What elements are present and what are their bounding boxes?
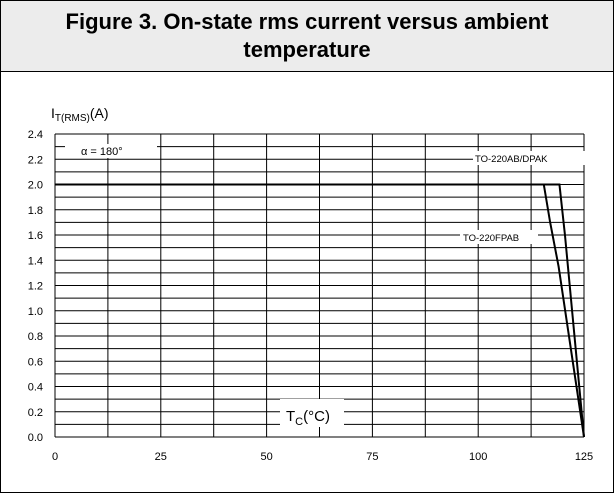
y-tick-label: 0.6: [28, 356, 43, 368]
y-tick-label: 2.2: [28, 154, 43, 166]
x-axis-label: TC(°C): [286, 408, 330, 428]
x-tick-label: 50: [260, 451, 272, 463]
alpha-annotation: α = 180°: [81, 146, 123, 158]
chart-grid: [54, 133, 585, 438]
y-tick-label: 0.8: [28, 331, 43, 343]
figure-title: Figure 3. On-state rms current versus am…: [65, 9, 549, 62]
x-tick-label: 0: [52, 451, 58, 463]
y-tick-label: 0.4: [28, 382, 43, 394]
figure-title-box: Figure 3. On-state rms current versus am…: [1, 1, 613, 72]
series-label-bg-to220ab: [473, 151, 585, 165]
y-axis-label: IT(RMS)(A): [51, 105, 109, 124]
series-label-bg-to220fpab: [460, 230, 538, 244]
y-tick-label: 0.2: [28, 407, 43, 419]
series-lines: [55, 183, 585, 438]
tick-labels: 0.0 0.2 0.4 0.6 0.8 1.0 1.2 1.4 1.6 1.8 2.0 2.2 2.4 0…: [28, 129, 593, 463]
series-label-to220ab-dpak: TO-220AB/DPAK: [475, 154, 548, 165]
y-tick-label: 1.0: [28, 306, 43, 318]
x-tick-label: 125: [575, 451, 593, 463]
y-tick-label: 2.0: [28, 180, 43, 192]
y-tick-label: 1.2: [28, 281, 43, 293]
x-tick-label: 75: [366, 451, 378, 463]
x-tick-label: 100: [469, 451, 487, 463]
y-tick-label: 1.4: [28, 255, 43, 267]
alpha-annotation-bg: [65, 144, 157, 158]
series-label-to220fpab: TO-220FPAB: [463, 233, 519, 244]
x-axis-label-bg: [280, 399, 344, 427]
y-tick-label: 1.8: [28, 205, 43, 217]
y-tick-label: 1.6: [28, 230, 43, 242]
y-tick-label: 0.0: [28, 432, 43, 444]
series-line-1: [55, 183, 585, 438]
x-tick-label: 25: [155, 451, 167, 463]
y-tick-label: 2.4: [28, 129, 43, 141]
